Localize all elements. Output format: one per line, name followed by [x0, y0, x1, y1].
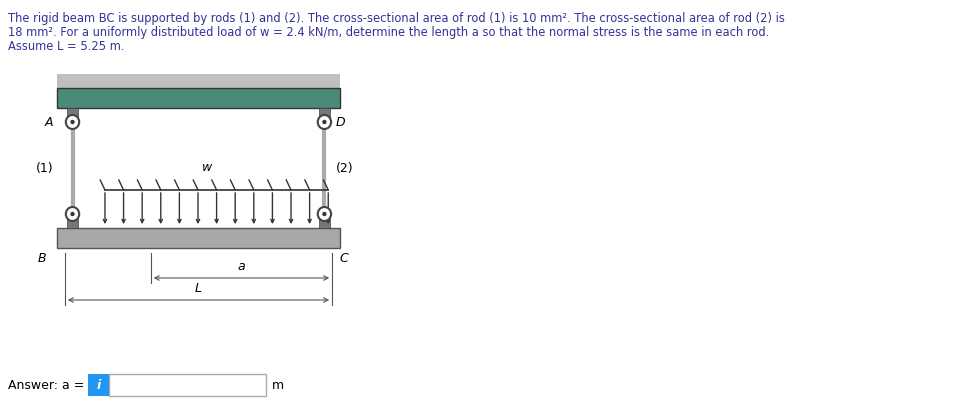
- Text: w: w: [202, 161, 213, 174]
- Text: Assume L = 5.25 m.: Assume L = 5.25 m.: [8, 40, 124, 53]
- Text: The rigid beam BC is supported by rods (1) and (2). The cross-sectional area of : The rigid beam BC is supported by rods (…: [8, 12, 783, 25]
- Text: A: A: [45, 115, 53, 129]
- Circle shape: [317, 207, 331, 221]
- Text: (1): (1): [36, 161, 53, 174]
- Circle shape: [66, 115, 79, 129]
- Text: C: C: [339, 252, 348, 265]
- Bar: [318, 108, 330, 122]
- Bar: [318, 214, 330, 228]
- Text: D: D: [335, 115, 345, 129]
- Circle shape: [323, 120, 326, 124]
- Text: a: a: [237, 260, 245, 273]
- Circle shape: [317, 115, 331, 129]
- Circle shape: [71, 212, 74, 215]
- Text: Answer: a =: Answer: a =: [8, 378, 88, 391]
- Text: B: B: [37, 252, 46, 265]
- Text: (2): (2): [335, 161, 354, 174]
- Bar: [57, 228, 339, 248]
- Bar: [88, 374, 109, 396]
- Text: 18 mm². For a uniformly distributed load of w = 2.4 kN/m, determine the length a: 18 mm². For a uniformly distributed load…: [8, 26, 768, 39]
- Bar: [57, 74, 339, 88]
- Bar: [109, 374, 266, 396]
- Circle shape: [71, 120, 74, 124]
- Text: L: L: [194, 282, 202, 295]
- Bar: [57, 88, 339, 108]
- Circle shape: [323, 212, 326, 215]
- Circle shape: [66, 207, 79, 221]
- Text: i: i: [96, 378, 100, 391]
- Bar: [67, 214, 78, 228]
- Text: m: m: [272, 378, 284, 391]
- Bar: [67, 108, 78, 122]
